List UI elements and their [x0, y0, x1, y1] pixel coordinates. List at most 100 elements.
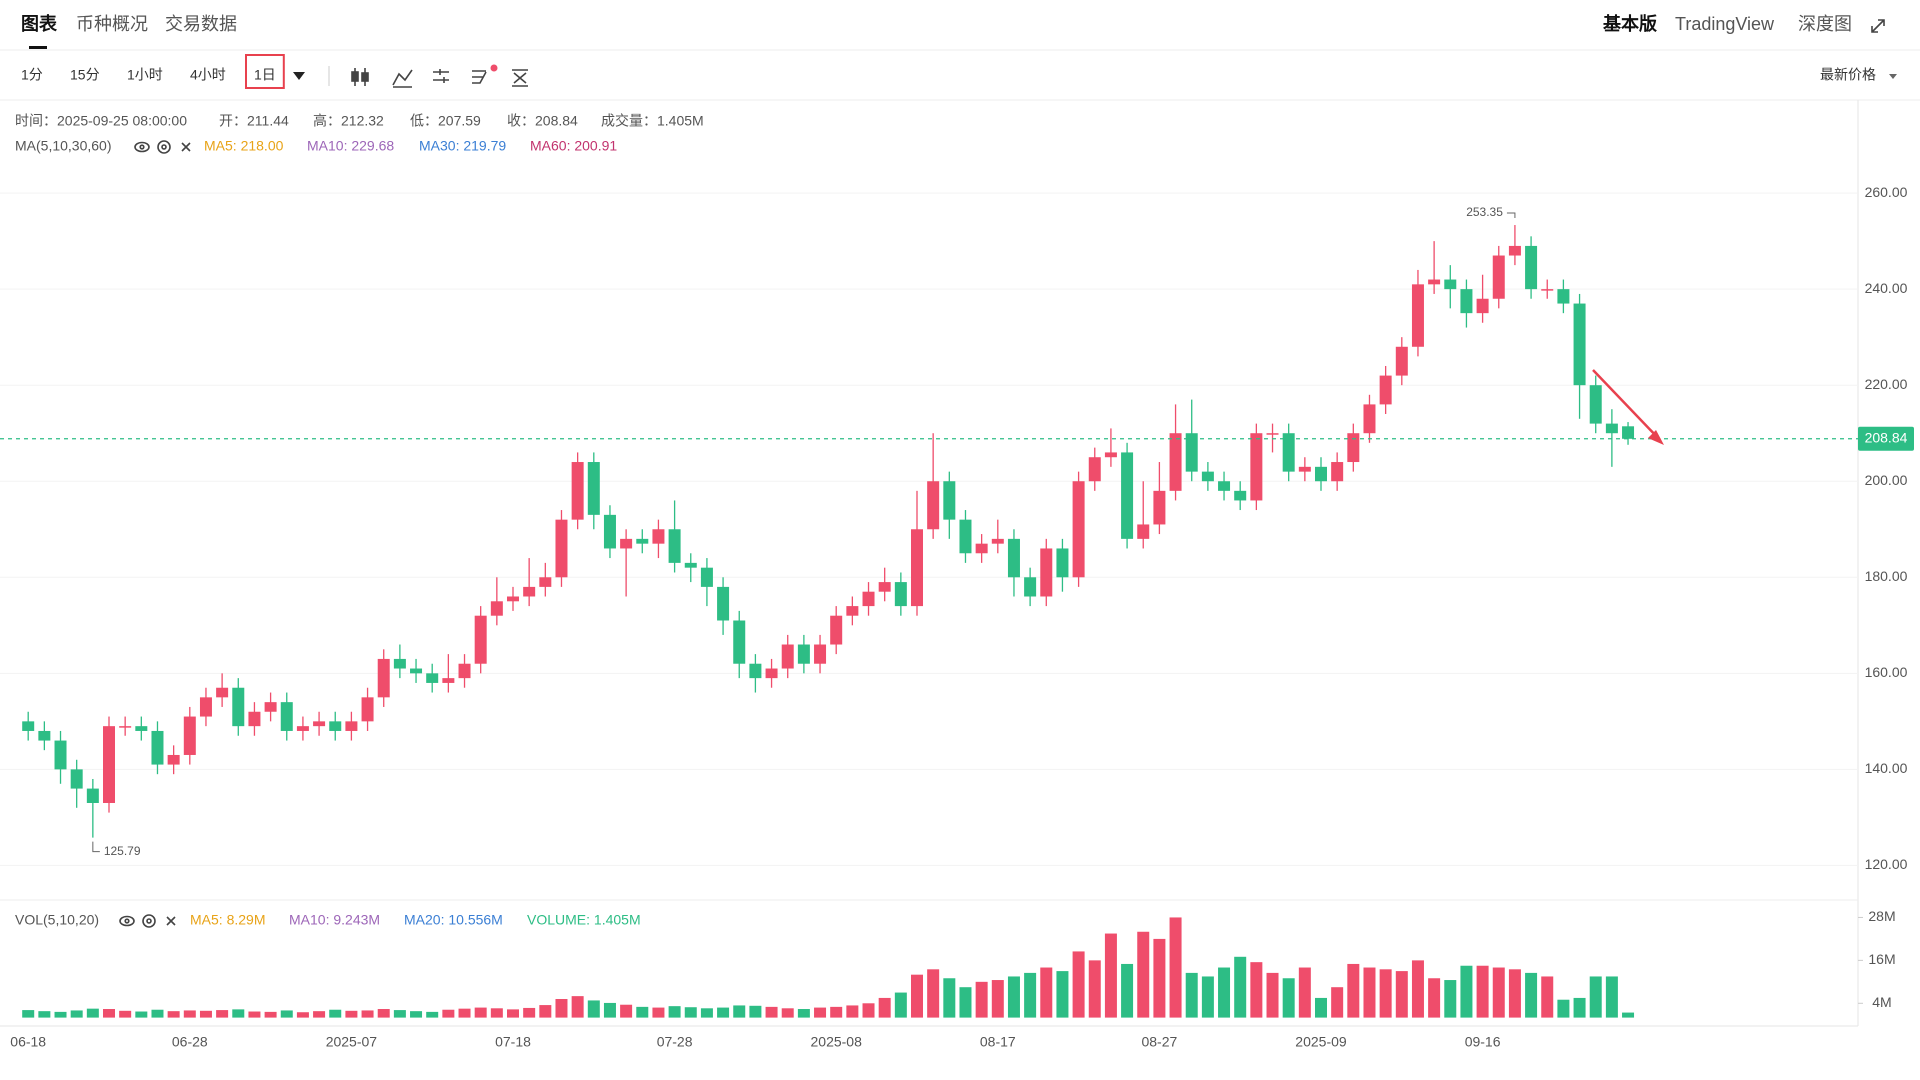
candle-body — [70, 769, 83, 789]
candle-body — [1121, 452, 1134, 539]
candle-body — [1185, 433, 1198, 472]
x-tick-label: 06-18 — [10, 1034, 46, 1050]
y-tick-label: 200.00 — [1865, 472, 1908, 488]
y-tick-label: 160.00 — [1865, 664, 1908, 680]
candle-body — [1331, 462, 1344, 482]
tab[interactable]: 币种概况 — [76, 14, 148, 34]
candle-body — [1411, 284, 1424, 347]
tab[interactable]: 图表 — [21, 13, 58, 34]
volume-bar — [830, 1006, 843, 1018]
candle-body — [603, 514, 616, 549]
volume-bar — [1411, 960, 1424, 1018]
toolbar-icons[interactable] — [351, 68, 528, 88]
dropdown-arrow[interactable] — [293, 72, 305, 80]
candle-body — [1024, 577, 1037, 597]
volume-bar — [313, 1011, 326, 1018]
volume-bar — [700, 1008, 713, 1018]
volume-bar — [733, 1005, 746, 1018]
candle-body — [1282, 433, 1295, 472]
volume-bar — [652, 1007, 665, 1018]
volume-bar — [749, 1005, 762, 1018]
volume-bar — [490, 1008, 503, 1018]
interval[interactable]: 15分 — [70, 67, 100, 83]
volume-bar — [1153, 938, 1166, 1018]
candle-body — [248, 711, 261, 727]
candle-body — [280, 702, 293, 731]
expand-icon[interactable] — [1871, 19, 1885, 33]
x-tick-label: 09-16 — [1465, 1034, 1501, 1050]
candle-body — [717, 586, 730, 621]
volume-bar — [474, 1007, 487, 1018]
notification-dot — [490, 64, 498, 72]
y-tick-label: 140.00 — [1865, 760, 1908, 776]
volume-bar — [636, 1006, 649, 1018]
candle-body — [991, 538, 1004, 544]
volume-bar — [603, 1002, 616, 1018]
candle-body — [1476, 298, 1489, 314]
view-tab[interactable]: 基本版 — [1602, 13, 1657, 34]
vol-legend-item: VOLUME: 1.405M — [527, 912, 641, 928]
volume-bar — [684, 1007, 697, 1018]
candle-body — [668, 529, 681, 563]
candle-body — [1492, 255, 1505, 299]
candle-body — [1169, 433, 1182, 491]
low-label: 125.79 — [104, 844, 141, 858]
candle-body — [426, 673, 439, 683]
candle-body — [733, 620, 746, 664]
volume-bar — [1185, 972, 1198, 1018]
x-tick-label: 2025-09 — [1295, 1034, 1347, 1050]
y2-tick-label: 16M — [1868, 951, 1895, 967]
candle-body — [199, 697, 212, 717]
volume-bar — [1007, 976, 1020, 1018]
y-tick-label: 220.00 — [1865, 376, 1908, 392]
low-marker — [92, 841, 100, 853]
candle-body — [943, 481, 956, 520]
candle-body — [1605, 423, 1618, 434]
candle-body — [684, 562, 697, 568]
volume-bar — [717, 1007, 730, 1018]
candle-body — [1460, 289, 1473, 314]
interval[interactable]: 1小时 — [127, 67, 163, 83]
candle-body — [765, 668, 778, 679]
last-price-tag — [1858, 426, 1914, 451]
volume-bar — [361, 1010, 374, 1018]
candle-body — [636, 538, 649, 544]
volume-bar — [1201, 976, 1214, 1018]
candle-body — [1201, 471, 1214, 482]
volume-bar — [86, 1008, 99, 1018]
candle-body — [507, 596, 519, 602]
volume-bar — [1315, 997, 1327, 1018]
view-tab[interactable]: 深度图 — [1798, 14, 1852, 34]
candle-body — [361, 697, 374, 722]
last-price-label: 208.84 — [1865, 429, 1908, 445]
volume-bar — [70, 1010, 83, 1018]
selected-interval-box — [245, 54, 285, 89]
volume-bar — [1072, 951, 1085, 1018]
volume-bar — [1104, 933, 1117, 1018]
ohlc-info: 低：207.59 — [410, 113, 481, 129]
candle-body — [264, 702, 277, 712]
dropdown-arrow[interactable] — [1889, 74, 1897, 79]
tab[interactable]: 交易数据 — [165, 14, 237, 34]
volume-bar — [377, 1009, 390, 1018]
candle-body — [22, 721, 35, 731]
candle-body — [54, 740, 67, 770]
legend-icons[interactable] — [119, 140, 191, 928]
volume-bar — [1282, 978, 1295, 1018]
view-tab[interactable]: TradingView — [1675, 14, 1775, 34]
volume-bar — [911, 974, 923, 1018]
volume-bar — [248, 1011, 261, 1018]
price-type[interactable]: 最新价格 — [1820, 67, 1876, 83]
interval[interactable]: 1分 — [21, 67, 43, 83]
candle-body — [490, 601, 503, 616]
volume-bar — [555, 999, 568, 1018]
candle-body — [894, 582, 907, 607]
y-tick-label: 260.00 — [1865, 184, 1908, 200]
interval[interactable]: 4小时 — [190, 67, 226, 83]
vol-legend-label: VOL(5,10,20) — [15, 912, 99, 928]
candle-body — [86, 788, 99, 803]
candle-body — [749, 663, 762, 679]
volume-bar — [1266, 972, 1279, 1018]
interval[interactable]: 1日 — [254, 67, 276, 83]
